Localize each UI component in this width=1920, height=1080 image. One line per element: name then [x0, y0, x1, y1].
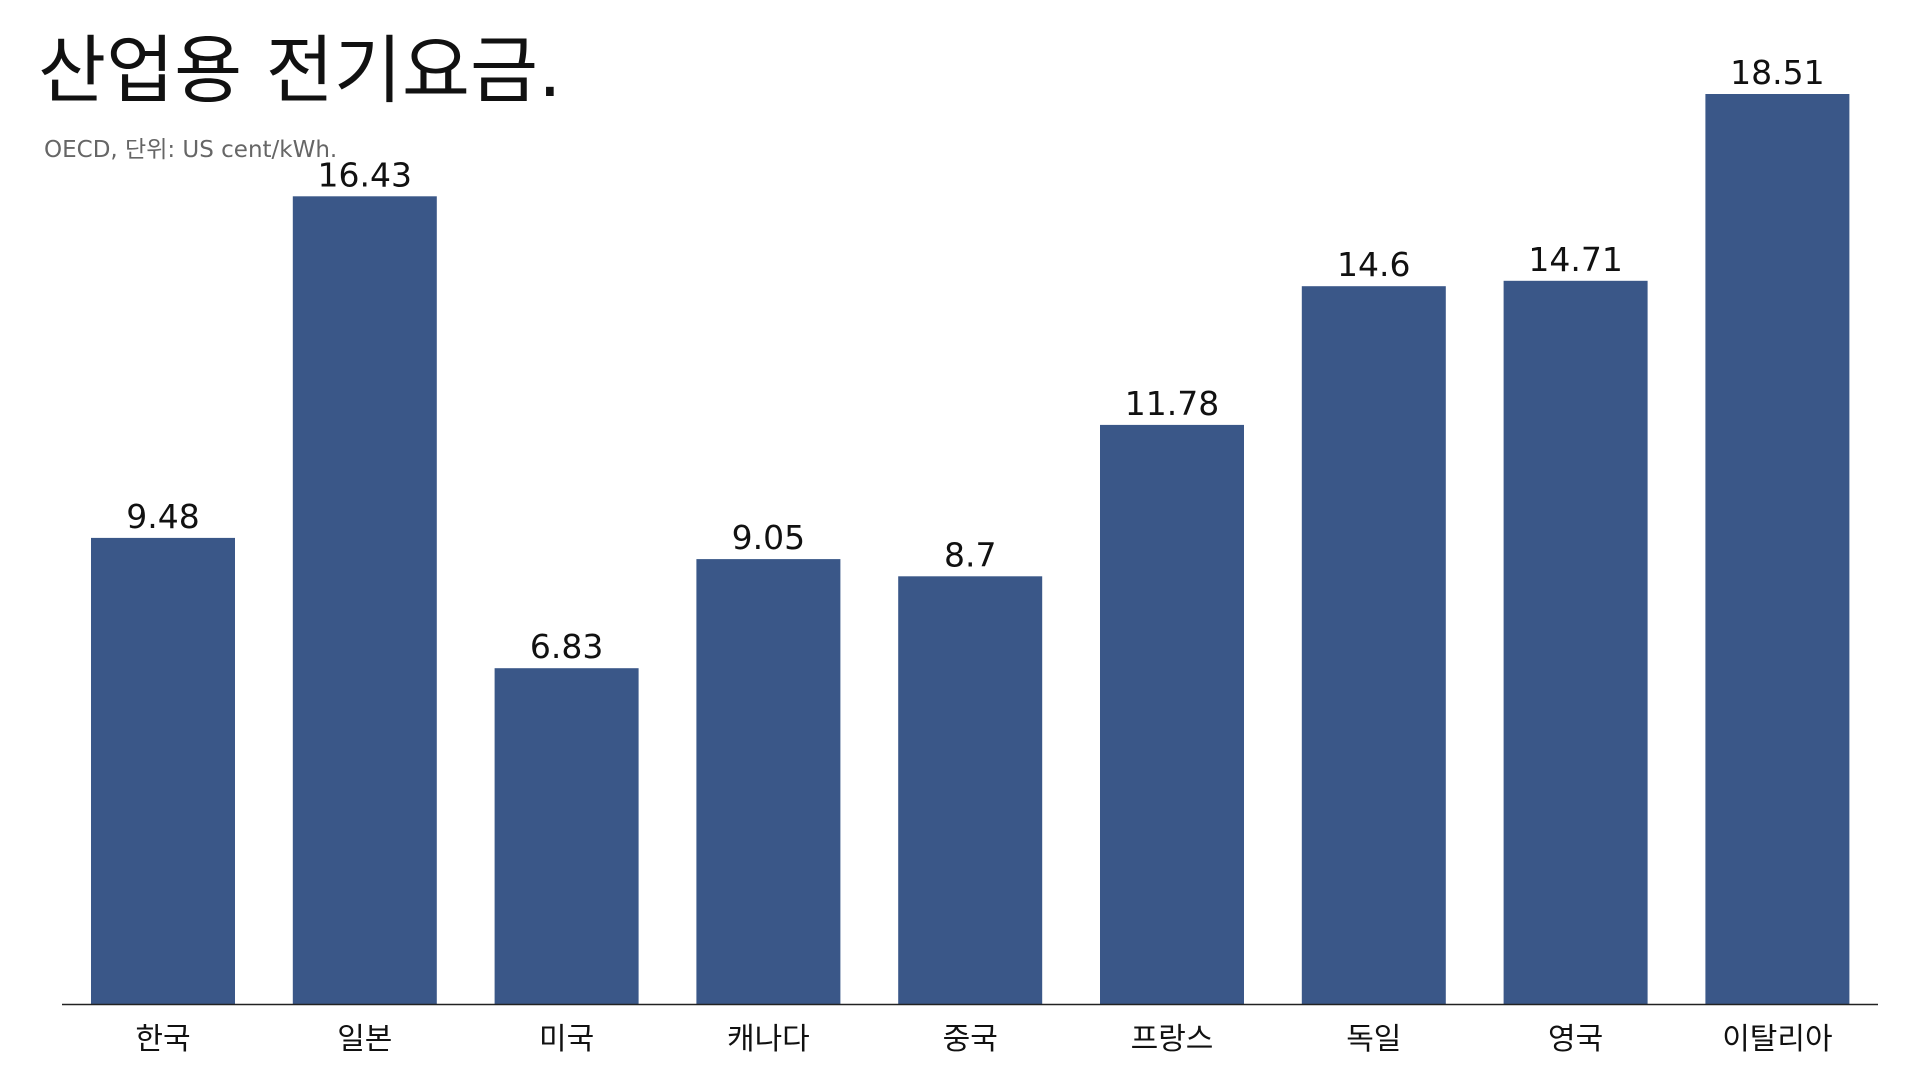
- value-label-7: 14.71: [1528, 240, 1622, 279]
- bar-2: [494, 668, 639, 1004]
- category-label-5: 프랑스: [1131, 1022, 1214, 1057]
- bar-0: [91, 537, 235, 1004]
- value-label-8: 18.51: [1730, 53, 1824, 92]
- category-label-2: 미국: [539, 1022, 594, 1057]
- value-label-0: 9.48: [126, 497, 199, 536]
- bar-6: [1301, 286, 1446, 1004]
- value-label-3: 9.05: [732, 518, 805, 557]
- category-label-3: 캐나다: [727, 1022, 810, 1057]
- bar-8: [1705, 94, 1850, 1004]
- category-label-8: 이탈리아: [1722, 1022, 1832, 1057]
- category-label-7: 영국: [1548, 1022, 1603, 1057]
- bar-4: [898, 576, 1043, 1004]
- category-label-6: 독일: [1346, 1022, 1401, 1057]
- value-label-4: 8.7: [944, 535, 996, 574]
- bar-5: [1100, 424, 1244, 1004]
- category-label-0: 한국: [135, 1022, 190, 1057]
- value-label-6: 14.6: [1337, 245, 1410, 284]
- value-label-5: 11.78: [1125, 384, 1219, 423]
- category-label-4: 중국: [943, 1022, 998, 1057]
- chart-subtitle: OECD, 단위: US cent/kWh.: [44, 137, 338, 163]
- bars-group: [91, 94, 1850, 1005]
- bar-7: [1503, 280, 1648, 1004]
- category-label-1: 일본: [337, 1022, 392, 1057]
- chart-title: 산업용 전기요금.: [38, 28, 562, 114]
- value-label-2: 6.83: [530, 627, 603, 666]
- bar-1: [292, 196, 437, 1005]
- value-labels-group: 9.48 16.43 6.83 9.05 8.7 11.78 14.6 14.71 18.51: [126, 53, 1824, 666]
- bar-3: [696, 559, 841, 1004]
- category-labels-group: 한국 일본 미국 캐나다 중국 프랑스 독일 영국 이탈리아: [135, 1022, 1832, 1057]
- value-label-1: 16.43: [318, 155, 412, 194]
